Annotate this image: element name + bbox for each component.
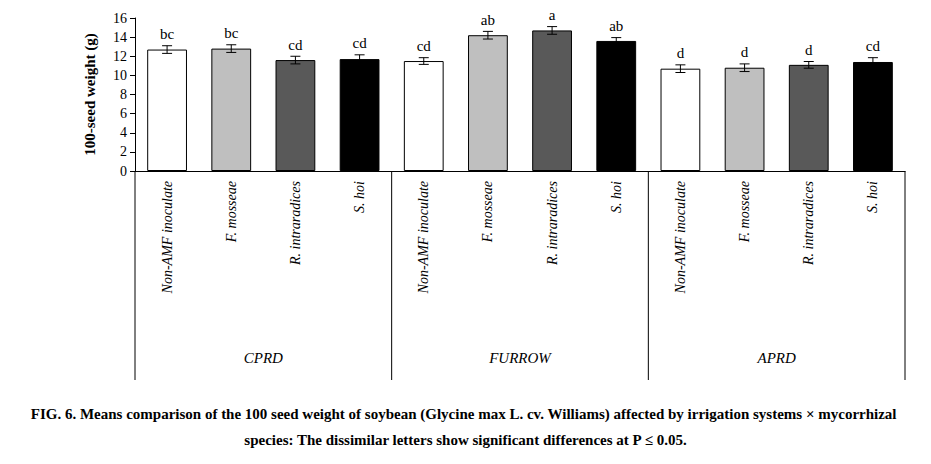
svg-text:bc: bc: [160, 26, 175, 42]
svg-text:species: The dissimilar letter: species: The dissimilar letters show sig…: [244, 432, 687, 448]
svg-text:d: d: [805, 42, 813, 58]
svg-text:FURROW: FURROW: [488, 350, 552, 366]
svg-text:100-seed weight (g): 100-seed weight (g): [82, 33, 99, 155]
svg-text:S. hoi: S. hoi: [609, 181, 624, 213]
svg-text:4: 4: [120, 125, 127, 140]
svg-text:FIG. 6. Means comparison of th: FIG. 6. Means comparison of the 100 seed…: [31, 406, 901, 423]
svg-text:cd: cd: [288, 37, 303, 53]
svg-text:APRD: APRD: [757, 350, 796, 366]
svg-text:0: 0: [120, 164, 127, 179]
svg-text:Non-AMF inoculate: Non-AMF inoculate: [160, 181, 175, 294]
svg-text:d: d: [741, 44, 749, 60]
svg-text:ab: ab: [481, 12, 495, 28]
svg-text:F. mosseae: F. mosseae: [480, 181, 495, 243]
svg-text:12: 12: [113, 49, 127, 64]
svg-text:S. hoi: S. hoi: [352, 181, 367, 213]
svg-text:cd: cd: [866, 38, 881, 54]
svg-text:F. mosseae: F. mosseae: [224, 181, 239, 243]
svg-text:S. hoi: S. hoi: [865, 181, 880, 213]
svg-text:a: a: [549, 7, 556, 23]
svg-text:R. intraradices: R. intraradices: [801, 180, 816, 266]
svg-text:R. intraradices: R. intraradices: [545, 180, 560, 266]
svg-text:cd: cd: [352, 35, 367, 51]
svg-text:cd: cd: [417, 38, 432, 54]
svg-text:F. mosseae: F. mosseae: [737, 181, 752, 243]
svg-text:8: 8: [120, 87, 127, 102]
svg-text:bc: bc: [224, 25, 239, 41]
svg-text:Non-AMF inoculate: Non-AMF inoculate: [673, 181, 688, 294]
svg-text:Non-AMF inoculate: Non-AMF inoculate: [416, 181, 431, 294]
svg-text:d: d: [677, 45, 685, 61]
svg-text:2: 2: [120, 144, 127, 159]
svg-text:10: 10: [113, 68, 127, 83]
svg-text:16: 16: [113, 11, 127, 26]
svg-text:6: 6: [120, 106, 127, 121]
svg-text:ab: ab: [609, 18, 623, 34]
svg-text:R. intraradices: R. intraradices: [288, 180, 303, 266]
svg-text:14: 14: [113, 30, 127, 45]
svg-text:CPRD: CPRD: [244, 350, 283, 366]
